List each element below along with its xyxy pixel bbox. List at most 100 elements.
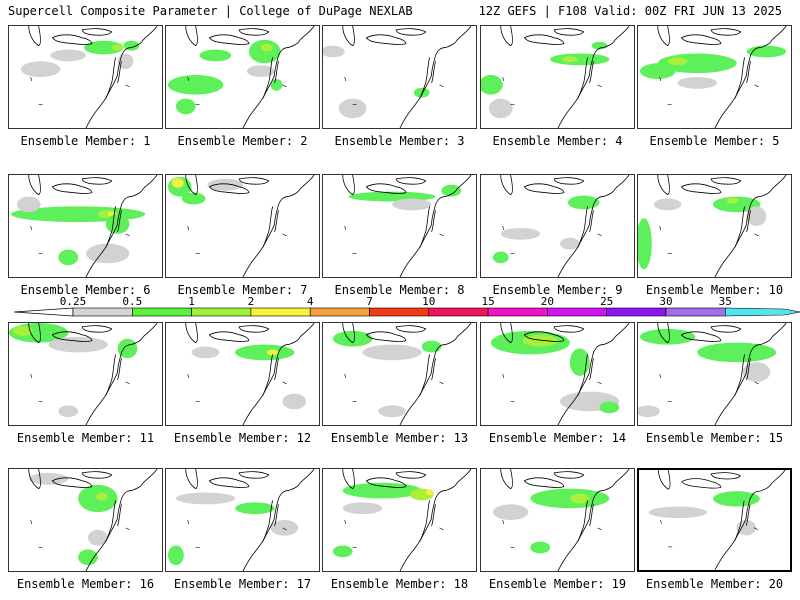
ensemble-map [10, 175, 158, 277]
map-feature [30, 225, 32, 230]
coastline [185, 26, 198, 47]
ensemble-panel-14[interactable] [480, 322, 635, 426]
scp-shaded-area [171, 177, 184, 188]
scp-shaded-area [87, 529, 108, 546]
scp-shaded-area [492, 251, 509, 264]
map-feature [187, 519, 189, 524]
map-feature [344, 373, 346, 378]
ensemble-panel-8[interactable] [322, 174, 477, 278]
ensemble-panel-13[interactable] [322, 322, 477, 426]
map-feature [502, 373, 504, 378]
colorbar-level-label: 30 [659, 296, 672, 308]
coastline [523, 183, 565, 194]
coastline [553, 325, 585, 333]
ensemble-panel-18[interactable] [322, 468, 477, 572]
panel-label-20: Ensemble Member: 20 [645, 577, 784, 591]
coastline [395, 471, 427, 479]
coastline [208, 34, 250, 45]
coastline [714, 323, 787, 425]
scp-shaded-area [638, 218, 652, 270]
map-feature [754, 381, 759, 385]
ensemble-panel-4[interactable] [480, 25, 635, 129]
map-feature [30, 519, 32, 524]
coastline [208, 331, 250, 342]
coastline [274, 504, 279, 527]
ensemble-panel-9[interactable] [480, 174, 635, 278]
map-feature [439, 84, 444, 88]
ensemble-panel-17[interactable] [165, 468, 320, 572]
coastline [577, 500, 588, 542]
coastline [523, 34, 565, 45]
ensemble-panel-2[interactable] [165, 25, 320, 129]
map-feature [30, 373, 32, 378]
ensemble-panel-16[interactable] [8, 468, 163, 572]
map-feature [282, 84, 287, 88]
scp-shaded-area [199, 49, 232, 62]
scp-shaded-area [175, 492, 236, 505]
panel-label-10: Ensemble Member: 10 [645, 283, 784, 297]
coastline [557, 469, 630, 571]
coastline [419, 57, 430, 99]
coastline [589, 210, 594, 233]
coastline [553, 471, 585, 479]
colorbar-segment [428, 307, 489, 317]
ensemble-panel-5[interactable] [637, 25, 792, 129]
scp-shaded-area [58, 249, 79, 266]
colorbar-level-label: 4 [307, 296, 314, 308]
map-feature [660, 519, 662, 524]
ensemble-panel-20[interactable] [637, 468, 792, 572]
scp-shaded-area [421, 340, 442, 353]
scp-shaded-area [639, 63, 676, 79]
coastline [399, 26, 472, 128]
ensemble-panel-12[interactable] [165, 322, 320, 426]
scp-shaded-area [653, 198, 682, 211]
scp-shaded-area [567, 195, 600, 210]
coastline [242, 469, 315, 571]
ensemble-map [481, 26, 630, 128]
coastline [657, 26, 670, 47]
coastline [746, 61, 751, 84]
map-feature [187, 225, 189, 230]
coastline [746, 210, 751, 233]
coastline [657, 175, 670, 196]
colorbar-level-label: 10 [422, 296, 435, 308]
coastline [500, 469, 513, 490]
ensemble-map [167, 26, 315, 128]
ensemble-panel-1[interactable] [8, 25, 163, 129]
map-feature [125, 527, 130, 531]
coastline [734, 500, 745, 542]
scp-shaded-area [266, 349, 279, 356]
colorbar-segment [250, 307, 311, 317]
scp-shaded-area [28, 472, 69, 485]
coastline [85, 26, 158, 128]
ensemble-panel-7[interactable] [165, 174, 320, 278]
map-feature [597, 381, 602, 385]
ensemble-panel-10[interactable] [637, 174, 792, 278]
panel-label-4: Ensemble Member: 4 [492, 134, 623, 148]
ensemble-panel-6[interactable] [8, 174, 163, 278]
scp-shaded-area [181, 192, 206, 205]
map-feature [187, 373, 189, 378]
map-feature [125, 233, 130, 237]
coastline [105, 354, 116, 396]
ensemble-panel-3[interactable] [322, 25, 477, 129]
ensemble-panel-19[interactable] [480, 468, 635, 572]
coastline [342, 175, 355, 196]
panel-label-8: Ensemble Member: 8 [334, 283, 465, 297]
coastline [274, 61, 279, 84]
coastline [117, 210, 122, 233]
scp-shaded-area [323, 45, 345, 58]
ensemble-panel-11[interactable] [8, 322, 163, 426]
panel-label-6: Ensemble Member: 6 [20, 283, 151, 297]
scp-shaded-area [84, 40, 124, 55]
colorbar-left-arrow [13, 307, 74, 317]
coastline [553, 28, 585, 36]
coastline [557, 323, 630, 425]
colorbar-segment [606, 307, 667, 317]
coastline [553, 177, 585, 185]
scp-shaded-area [191, 346, 220, 359]
coastline [85, 469, 158, 571]
coastline [557, 26, 630, 128]
scp-shaded-area [638, 405, 660, 418]
ensemble-panel-15[interactable] [637, 322, 792, 426]
